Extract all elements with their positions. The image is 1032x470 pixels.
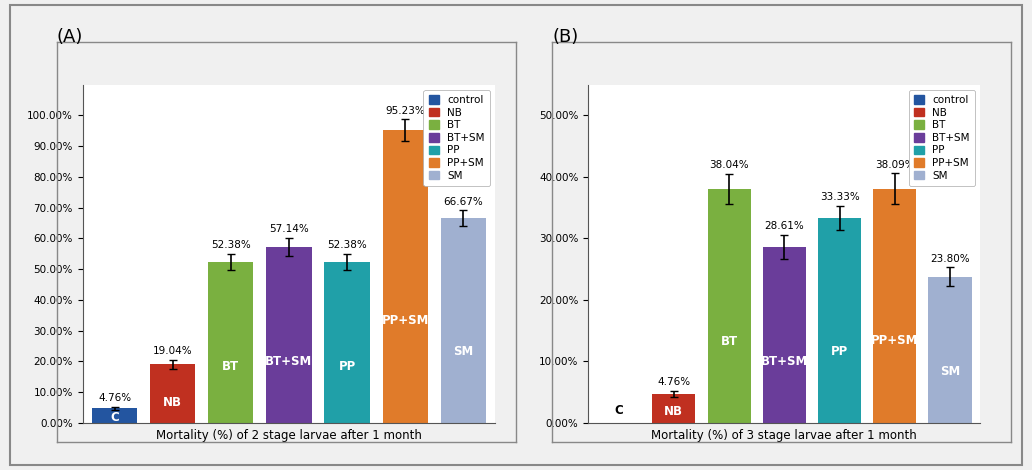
Text: 23.80%: 23.80% xyxy=(930,254,970,264)
Bar xyxy=(324,262,369,423)
Bar xyxy=(150,364,195,423)
Bar xyxy=(652,394,696,423)
Text: 66.67%: 66.67% xyxy=(444,196,483,206)
Text: C: C xyxy=(614,405,623,417)
Text: PP+SM: PP+SM xyxy=(871,335,918,347)
Bar xyxy=(208,262,254,423)
X-axis label: Mortality (%) of 3 stage larvae after 1 month: Mortality (%) of 3 stage larvae after 1 … xyxy=(651,429,917,441)
Text: C: C xyxy=(110,411,119,423)
Text: SM: SM xyxy=(940,365,960,378)
Text: 52.38%: 52.38% xyxy=(327,241,367,251)
Text: 28.61%: 28.61% xyxy=(765,221,804,231)
Text: 33.33%: 33.33% xyxy=(819,192,860,202)
Text: 95.23%: 95.23% xyxy=(385,106,425,116)
Legend: control, NB, BT, BT+SM, PP, PP+SM, SM: control, NB, BT, BT+SM, PP, PP+SM, SM xyxy=(908,90,975,186)
Text: (A): (A) xyxy=(57,28,84,47)
Text: 4.76%: 4.76% xyxy=(657,377,690,387)
Text: 38.04%: 38.04% xyxy=(709,160,749,170)
Text: PP: PP xyxy=(831,345,848,358)
X-axis label: Mortality (%) of 2 stage larvae after 1 month: Mortality (%) of 2 stage larvae after 1 … xyxy=(156,429,422,441)
Text: 52.38%: 52.38% xyxy=(211,241,251,251)
Bar xyxy=(818,218,861,423)
Bar xyxy=(383,130,428,423)
Bar xyxy=(929,276,971,423)
Bar xyxy=(92,408,137,423)
Text: PP: PP xyxy=(338,360,356,373)
Bar xyxy=(763,247,806,423)
Text: BT: BT xyxy=(222,360,239,373)
Legend: control, NB, BT, BT+SM, PP, PP+SM, SM: control, NB, BT, BT+SM, PP, PP+SM, SM xyxy=(423,90,490,186)
Text: 38.09%: 38.09% xyxy=(875,160,914,170)
Text: NB: NB xyxy=(163,396,183,409)
Bar xyxy=(873,188,916,423)
Text: NB: NB xyxy=(665,405,683,418)
Text: BT: BT xyxy=(720,335,738,348)
Text: SM: SM xyxy=(453,345,474,358)
Text: PP+SM: PP+SM xyxy=(382,314,429,327)
Text: BT+SM: BT+SM xyxy=(761,355,808,368)
Text: 19.04%: 19.04% xyxy=(153,346,193,356)
Text: 57.14%: 57.14% xyxy=(269,224,309,235)
Text: 4.76%: 4.76% xyxy=(98,393,131,403)
Text: BT+SM: BT+SM xyxy=(265,355,313,368)
Bar xyxy=(266,247,312,423)
Bar xyxy=(708,189,750,423)
Bar xyxy=(441,218,486,423)
Text: (B): (B) xyxy=(552,28,578,47)
